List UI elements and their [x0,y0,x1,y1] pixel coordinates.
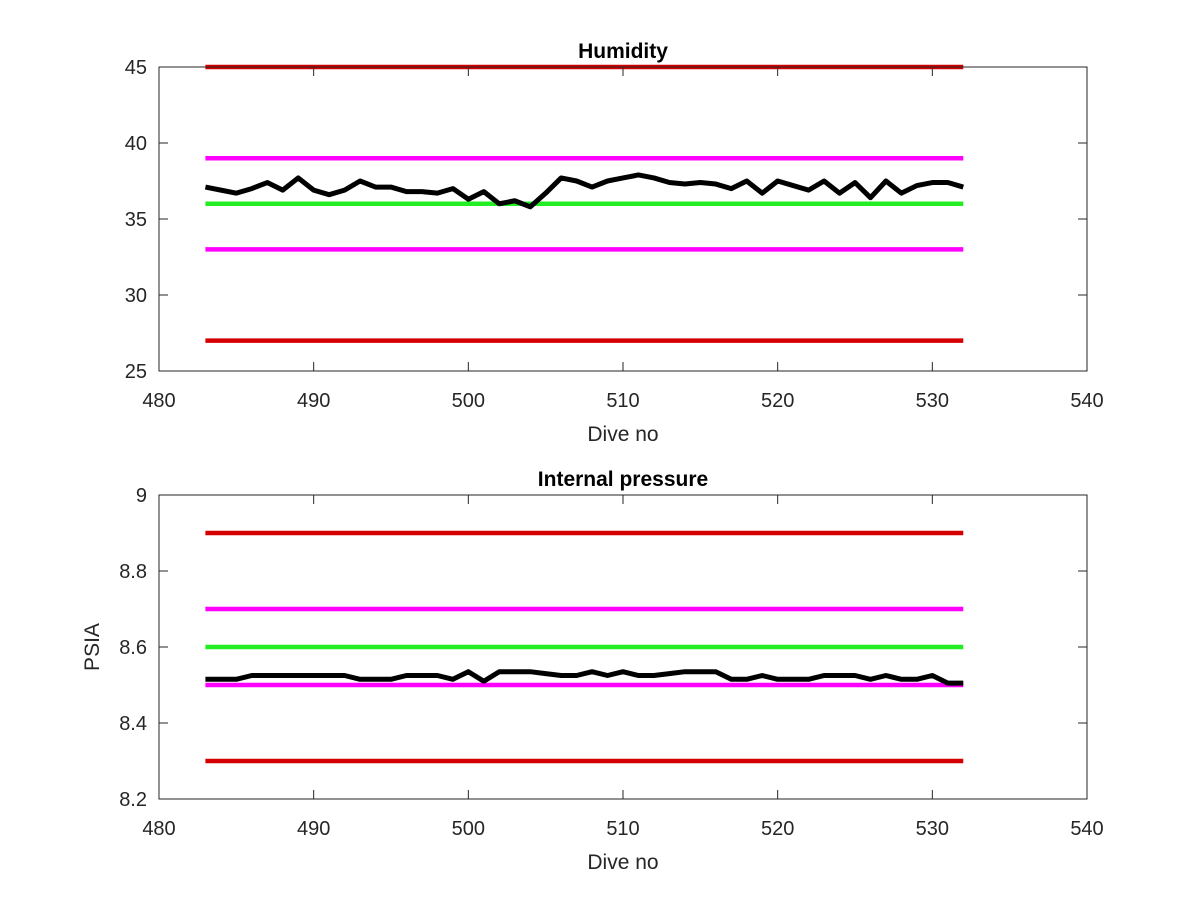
y-tick-label: 45 [125,57,147,79]
series-group [205,530,964,764]
y-tick-label: 8.6 [119,637,147,659]
x-tick-label: 490 [297,818,330,840]
y-tick-label: 25 [125,361,147,383]
x-tick-label: 520 [761,818,794,840]
x-tick-label: 480 [142,818,175,840]
x-tick-label: 490 [297,390,330,412]
y-tick-label: 8.8 [119,561,147,583]
x-tick-label: 530 [916,818,949,840]
x-tick-label: 510 [606,390,639,412]
x-tick-label: 500 [452,818,485,840]
chart-title: Internal pressure [538,468,708,491]
measurement-series-line [205,669,964,686]
y-tick-label: 35 [125,209,147,231]
x-tick-label: 540 [1070,818,1103,840]
y-tick-label: 9 [136,485,147,507]
x-tick-label: 520 [761,390,794,412]
plot-area [159,67,1087,371]
y-tick-label: 8.2 [119,789,147,811]
y-tick-label: 40 [125,133,147,155]
internal-pressure-chart: 480 490 500 510 520 530 540 8.2 8.4 8.6 8.8 9 Intern… [81,468,1104,874]
x-tick-label: 500 [452,390,485,412]
y-tick-label: 30 [125,285,147,307]
y-tick-label: 8.4 [119,713,147,735]
humidity-chart: 480 490 500 510 520 530 540 25 30 35 40 45 Humidity D… [125,40,1104,446]
y-axis-label: PSIA [81,623,104,671]
chart-title: Humidity [578,40,668,63]
x-axis-label: Dive no [587,851,658,874]
x-tick-label: 540 [1070,390,1103,412]
x-tick-label: 510 [606,818,639,840]
x-tick-label: 480 [142,390,175,412]
x-axis-label: Dive no [587,423,658,446]
x-tick-label: 530 [916,390,949,412]
measurement-series-line [204,172,964,210]
